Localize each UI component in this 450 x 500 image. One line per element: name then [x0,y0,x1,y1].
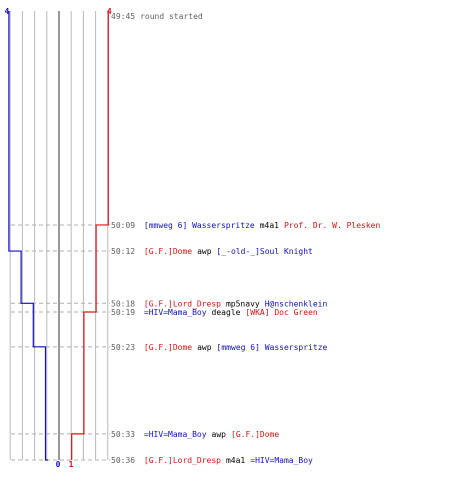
killer-name: [G.F.]Dome [144,343,192,352]
kill-entry: 50:23 [G.F.]Dome awp [mmweg 6] Wassersprit… [111,343,328,352]
entry-separator [137,343,142,352]
weapon-name: mp5navy [226,299,260,308]
score-labels: 4 4 0 1 [4,7,111,469]
entry-separator [137,430,142,439]
event-guide-lines [11,224,110,461]
entry-time: 50:33 [111,430,135,439]
weapon-name: m4a1 [226,456,245,465]
red-alive-line [71,11,109,460]
red-start-count: 4 [107,7,112,16]
killer-name: [G.F.]Lord_Dresp [144,299,221,308]
kill-entry: 50:09 [mmweg 6] Wasserspritze m4a1 Prof. D… [111,221,380,230]
weapon-name: awp [212,430,227,439]
kill-entry: 50:18 [G.F.]Lord_Dresp mp5navy H@nschenkle… [111,299,328,308]
entry-time: 50:23 [111,343,135,352]
entry-time: 50:18 [111,299,135,308]
entry-separator [137,308,142,317]
weapon-name: m4a1 [260,221,279,230]
victim-name: H@nschenklein [265,299,328,308]
entry-time: 50:12 [111,247,135,256]
kill-entry: 50:12 [G.F.]Dome awp [_-old-_]Soul Knight [111,247,313,256]
entry-time: 50:36 [111,456,135,465]
killer-name: [G.F.]Lord_Dresp [144,456,221,465]
weapon-name: awp [197,247,212,256]
entry-separator [137,247,142,256]
kill-entry: 50:19 =HIV=Mama_Boy deagle [WKA] Doc Green [111,308,318,317]
entry-separator [137,456,142,465]
victim-name: [_-old-_]Soul Knight [217,247,314,256]
victim-name: =HIV=Mama_Boy [250,456,313,465]
victim-name: [G.F.]Dome [231,430,279,439]
alive-step-lines [8,11,109,461]
victim-name: [WKA] Doc Green [245,308,317,317]
blue-alive-line [8,11,48,461]
weapon-name: awp [197,343,212,352]
blue-start-count: 4 [4,7,9,16]
entry-time: 50:19 [111,308,135,317]
round-start-entry: 49:45 round started [111,12,203,21]
killer-name: [mmweg 6] Wasserspritze [144,221,255,230]
red-end-count: 1 [69,460,74,469]
timeline-grid [9,11,109,460]
killer-name: =HIV=Mama_Boy [144,308,207,317]
entry-separator [137,221,142,230]
weapon-name: deagle [212,308,241,317]
victim-name: [mmweg 6] Wasserspritze [217,343,328,352]
entry-text: round started [140,12,203,21]
kill-entry: 50:33 =HIV=Mama_Boy awp [G.F.]Dome [111,430,279,439]
kill-entry: 50:36 [G.F.]Lord_Dresp m4a1 =HIV=Mama_Boy [111,456,313,465]
entry-separator [137,299,142,308]
entry-time: 49:45 [111,12,135,21]
entry-time: 50:09 [111,221,135,230]
killer-name: [G.F.]Dome [144,247,192,256]
victim-name: Prof. Dr. W. Plesken [284,221,381,230]
blue-end-count: 0 [56,460,61,469]
killer-name: =HIV=Mama_Boy [144,430,207,439]
event-log: 49:45 round started 50:09 [mmweg 6] Wasser… [111,12,380,465]
